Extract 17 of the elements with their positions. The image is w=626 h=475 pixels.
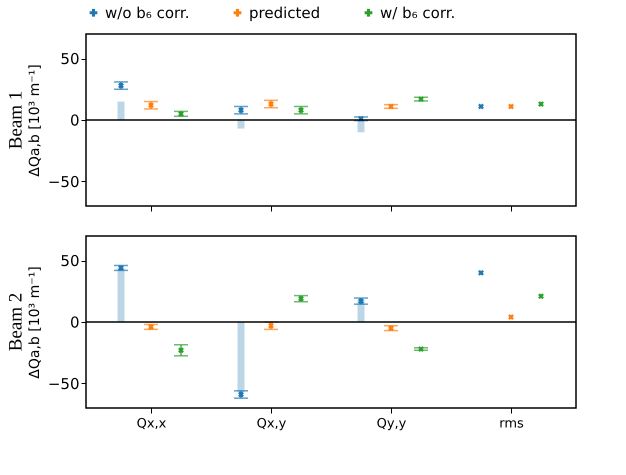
legend-label: w/o b₆ corr. (105, 4, 190, 22)
text: Beam 2 (5, 292, 26, 352)
text: Beam 1 (5, 90, 26, 150)
legend-label: predicted (249, 4, 320, 22)
x-tick-label: Qx,y (256, 416, 287, 432)
x-tick-label: Qy,y (376, 416, 407, 432)
y-axis-title: ΔQa,b [10³ m⁻¹] (26, 64, 43, 177)
y-tick-label: −50 (48, 172, 80, 191)
y-tick-label: 50 (60, 50, 80, 68)
y-tick-label: 50 (60, 252, 80, 270)
y-tick-label: 0 (70, 314, 80, 332)
y-axis-title: ΔQa,b [10³ m⁻¹] (26, 266, 43, 379)
x-tick-label: rms (499, 416, 524, 432)
x-tick-label: Qx,x (136, 416, 167, 432)
legend-label: w/ b₆ corr. (380, 4, 456, 22)
y-tick-label: 0 (70, 112, 80, 130)
y-tick-label: −50 (48, 374, 80, 393)
